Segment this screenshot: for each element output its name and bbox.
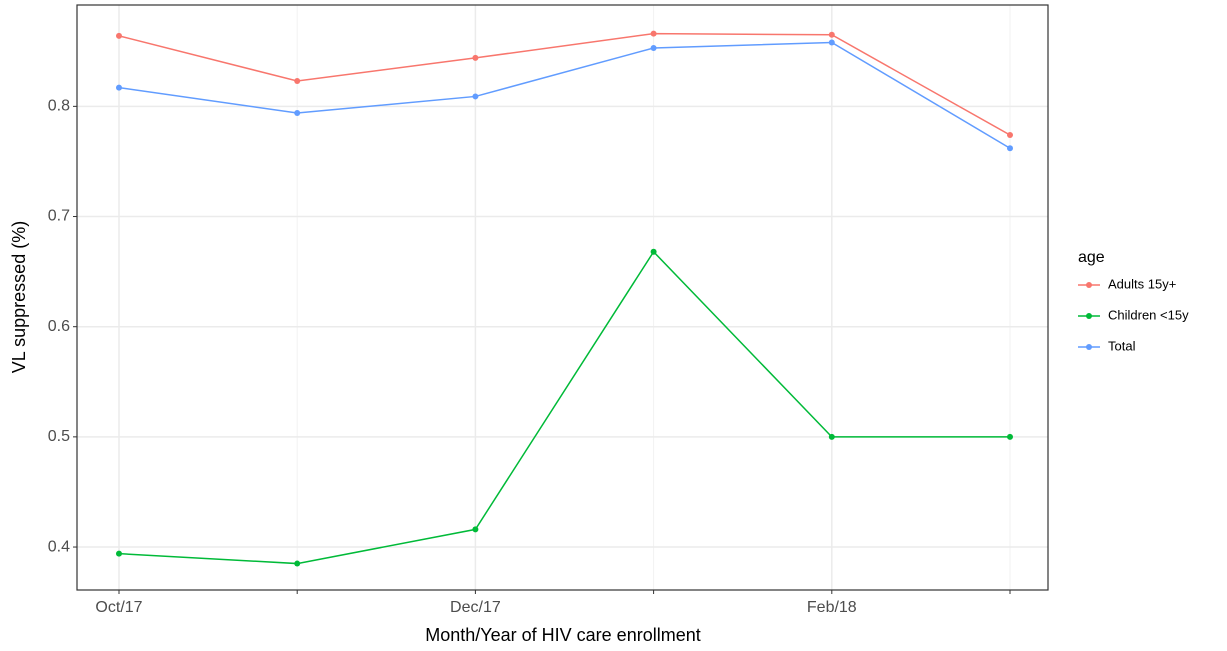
data-point — [650, 248, 657, 255]
data-point — [828, 39, 835, 46]
data-point — [472, 54, 479, 61]
series-line — [118, 41, 1011, 149]
y-tick-label: 0.5 — [48, 428, 70, 445]
y-tick-label: 0.7 — [48, 208, 70, 225]
y-tick-label: 0.6 — [48, 318, 70, 335]
data-point — [294, 109, 301, 116]
data-point — [116, 550, 122, 557]
y-tick-label: 0.8 — [48, 98, 70, 115]
legend-title: age — [1078, 249, 1105, 266]
data-point — [472, 93, 479, 100]
data-point — [1007, 132, 1013, 138]
legend-key-point — [1086, 344, 1092, 350]
x-tick-label: Feb/18 — [807, 599, 857, 616]
data-point — [116, 32, 122, 39]
data-point — [828, 433, 835, 440]
data-point — [828, 31, 835, 38]
legend-key-point — [1086, 282, 1092, 288]
legend-label: Total — [1108, 338, 1136, 353]
legend-label: Children <15y — [1108, 307, 1189, 322]
y-axis-title: VL suppressed (%) — [9, 221, 29, 373]
data-point — [116, 84, 122, 91]
legend-label: Adults 15y+ — [1108, 276, 1176, 291]
data-point — [650, 30, 657, 37]
x-tick-label: Dec/17 — [450, 599, 501, 616]
data-point — [294, 78, 301, 85]
panel-border — [76, 4, 1049, 591]
x-axis-title: Month/Year of HIV care enrollment — [425, 625, 700, 645]
data-point — [1007, 145, 1013, 152]
series-line — [118, 32, 1011, 136]
data-point — [294, 560, 301, 567]
series-line — [118, 250, 1010, 565]
data-point — [1007, 433, 1013, 440]
data-point — [472, 526, 479, 533]
y-tick-label: 0.4 — [48, 538, 70, 555]
legend-key-point — [1086, 313, 1092, 319]
data-point — [650, 44, 657, 51]
x-tick-label: Oct/17 — [95, 599, 142, 616]
